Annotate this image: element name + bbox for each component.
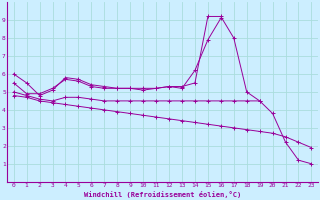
X-axis label: Windchill (Refroidissement éolien,°C): Windchill (Refroidissement éolien,°C) xyxy=(84,191,241,198)
